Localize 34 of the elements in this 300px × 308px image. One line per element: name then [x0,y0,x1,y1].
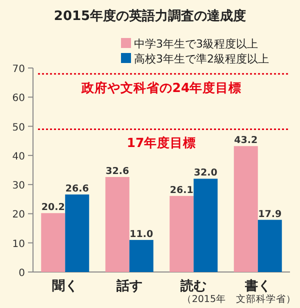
bar [65,194,90,272]
bar [129,240,154,272]
legend-label: 高校3年生で準2級程度以上 [134,52,269,66]
x-tick-label: 書く [244,279,271,294]
bar [105,176,130,272]
y-tick-label: 20 [12,210,25,221]
x-tick-label: 聞く [52,279,78,294]
y-tick-label: 0 [18,268,25,279]
data-label: 43.2 [234,135,258,146]
bar [194,178,218,272]
y-tick-label: 70 [12,64,25,75]
bar [170,196,194,272]
ref-line-label: 政府や文科省の24年度目標 [80,80,242,95]
y-tick-label: 10 [12,238,25,250]
y-tick-label: 40 [12,151,25,162]
legend-label: 中学3年生で3級程度以上 [134,38,258,50]
data-label: 26.1 [170,184,194,196]
text: （2015年 文部科学省） [182,293,296,305]
y-tick-label: 60 [12,93,25,104]
y-tick-label: 30 [12,180,25,192]
bar [258,220,282,272]
y-tick-label: 50 [12,122,25,134]
data-label: 11.0 [130,228,154,240]
data-label: 26.6 [65,183,90,194]
bar [41,213,66,272]
data-label: 17.9 [258,208,282,220]
x-tick-label: 読む [180,278,207,294]
x-tick-label: 話す [115,278,142,294]
chart-title: 2015年度の英語力調査の達成度 [54,8,246,24]
bar [234,146,258,272]
data-label: 20.2 [41,202,65,214]
ref-line-label: 17年度目標 [126,135,196,150]
data-label: 32.6 [106,166,130,177]
data-label: 32.0 [194,168,218,179]
